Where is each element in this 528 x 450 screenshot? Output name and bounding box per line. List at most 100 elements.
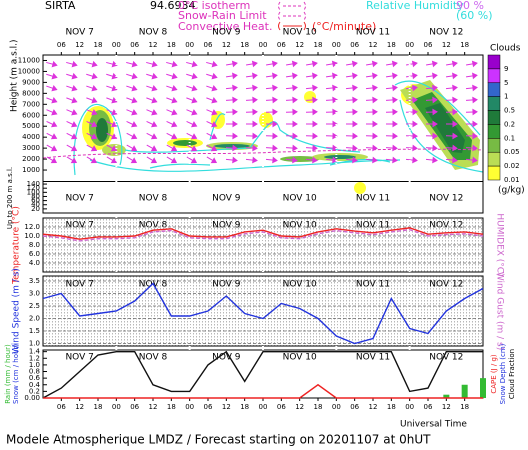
data-line <box>42 227 484 240</box>
wind-arrow <box>146 97 158 104</box>
arrow-head <box>291 60 298 68</box>
y-tick-label: 1.0 <box>29 340 40 348</box>
arrow-head <box>332 144 338 152</box>
wind-arrow <box>405 108 418 116</box>
arrow-head <box>332 132 338 140</box>
arrow-head <box>90 157 98 164</box>
day-label: NOV 7 <box>65 194 93 204</box>
hour-label: 06 <box>424 41 433 49</box>
y-tick-label: 2.5 <box>29 302 40 310</box>
wind-arrow <box>186 144 198 152</box>
arrow-head <box>131 60 138 68</box>
arrow-head <box>352 108 358 116</box>
y-tick-label: 7000 <box>22 100 40 108</box>
colorbar-swatch <box>487 151 501 167</box>
wind-arrow <box>385 108 398 116</box>
y-tick-label: 5000 <box>22 122 40 130</box>
wind-arrow <box>106 109 118 116</box>
colorbar-label: 0.1 <box>504 134 515 142</box>
station: SIRTA <box>45 0 76 12</box>
arrow-head <box>70 133 78 140</box>
wind-arrow <box>225 108 238 116</box>
arrow-head <box>111 109 118 116</box>
wind-arrow <box>325 144 338 152</box>
arrow-head <box>272 84 278 92</box>
y-tick-label: 1.0 <box>29 361 40 369</box>
arrow-head <box>352 120 358 128</box>
arrow-head <box>372 96 378 104</box>
y-tick-label: 1.2 <box>29 354 40 362</box>
legend-isotherm: 0°C isotherm <box>178 0 250 12</box>
arrow-head <box>252 144 258 152</box>
wind-arrow <box>385 72 398 80</box>
wind-arrow <box>146 144 158 152</box>
colorbar-label: 1 <box>504 93 508 101</box>
arrow-head <box>252 96 258 104</box>
hour-label: 06 <box>350 41 359 49</box>
arrow-head <box>452 96 458 104</box>
arrow-head <box>312 120 318 128</box>
wind-arrow <box>385 144 398 152</box>
arrow-head <box>232 120 238 128</box>
y-tick-label: 4.0 <box>29 259 40 267</box>
hour-label: 18 <box>460 403 469 411</box>
arrow-head <box>232 132 238 140</box>
y-tick-label: 140 <box>27 180 40 188</box>
wind-arrow <box>225 72 238 80</box>
arrow-head <box>472 84 478 92</box>
arrow-head <box>412 84 418 92</box>
wind-arrow <box>245 84 258 92</box>
y-tick-label: 11000 <box>18 56 40 64</box>
arrow-head <box>472 132 478 140</box>
arrow-head <box>90 145 98 152</box>
wind-arrow <box>306 60 318 68</box>
wind-arrow <box>466 60 478 68</box>
arrow-head <box>50 145 58 152</box>
wind-arrow <box>106 121 118 128</box>
wind-arrow <box>285 96 298 104</box>
day-label: NOV 11 <box>356 353 390 363</box>
y-tick-label: 6.0 <box>29 250 40 258</box>
wind-arrow <box>245 132 258 140</box>
wind-arrow <box>186 109 198 116</box>
y-tick-label: 2.0 <box>29 315 40 323</box>
wind-arrow <box>225 144 238 152</box>
arrow-head <box>332 120 338 128</box>
wind-arrow <box>166 109 178 116</box>
arrow-head <box>110 133 118 140</box>
y-tick-label: 100 <box>27 188 40 196</box>
arrow-head <box>211 121 218 128</box>
y-tick-label: 60 <box>31 197 40 205</box>
legend-symbols <box>278 1 306 31</box>
wind-arrow <box>46 121 58 128</box>
arrow-head <box>131 84 138 92</box>
arrow-head <box>412 144 418 152</box>
wind-arrow <box>166 121 178 128</box>
arrow-head <box>371 60 378 68</box>
arrow-head <box>412 108 418 116</box>
wind-arrow <box>206 144 218 152</box>
wind-arrow <box>406 120 418 128</box>
wind-arrow <box>126 121 138 128</box>
arrow-head <box>191 72 198 80</box>
wind-arrow <box>446 60 458 68</box>
arrow-head <box>312 84 318 92</box>
wind-label: Wind Speed (m / s) <box>12 268 22 354</box>
wind-arrow <box>366 120 378 128</box>
arrow-head <box>210 157 218 164</box>
arrow-head <box>130 145 138 152</box>
wind-arrow <box>326 60 338 68</box>
arrow-head <box>110 157 118 164</box>
arrow-head <box>210 145 218 152</box>
wind-arrow <box>126 84 138 92</box>
arrow-head <box>190 145 198 152</box>
hour-label: 12 <box>369 403 378 411</box>
arrow-head <box>372 120 378 128</box>
arrow-head <box>412 120 418 128</box>
arrow-head <box>71 60 78 68</box>
day-label: NOV 9 <box>212 221 241 231</box>
wind-arrow <box>126 156 138 164</box>
wind-arrow <box>226 60 238 68</box>
day-label: NOV 12 <box>429 28 463 38</box>
temp-label: Temperature (°C) <box>12 206 22 285</box>
